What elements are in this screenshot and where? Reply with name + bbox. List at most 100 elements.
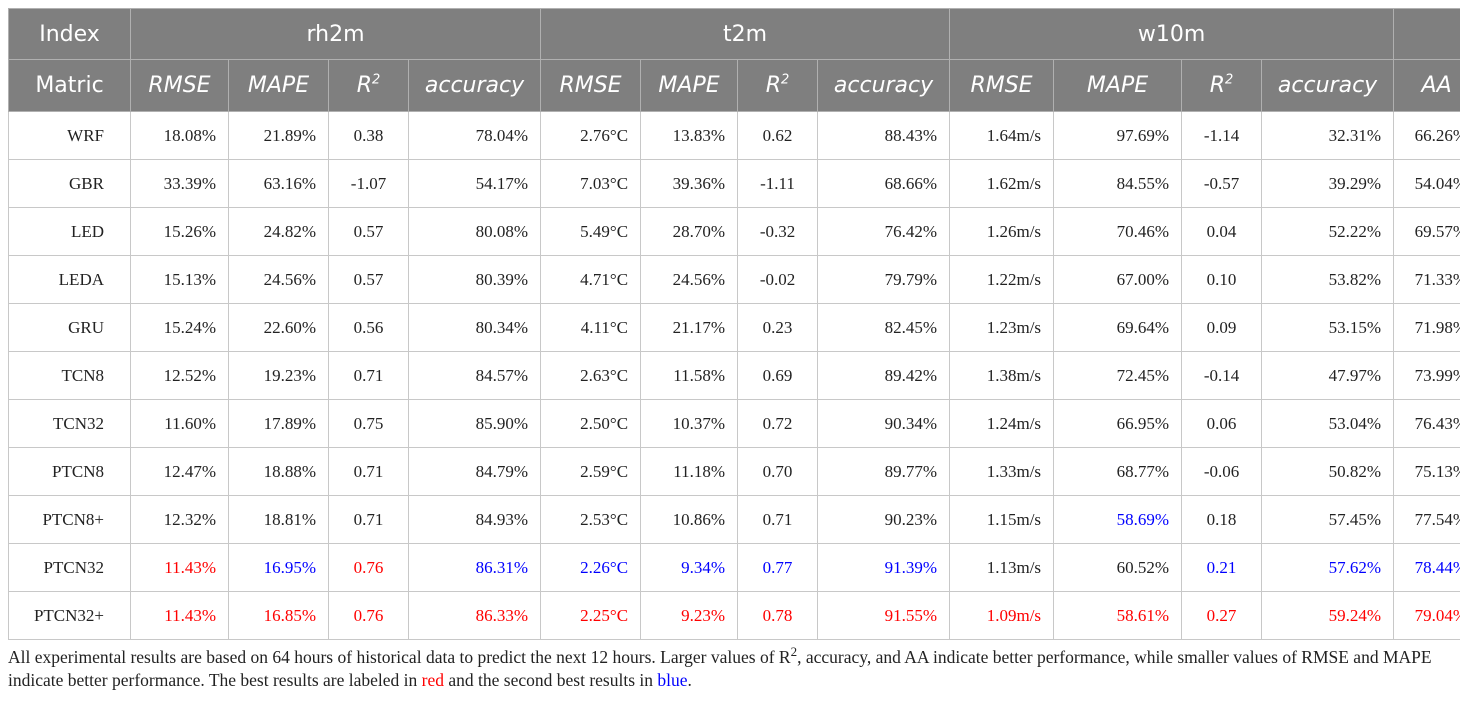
value-cell: 18.81% — [228, 495, 329, 544]
value-cell: 10.37% — [640, 399, 739, 448]
table-row: GRU 15.24% 22.60% 0.56 80.34% 4.11°C 21.17% 0.2… — [8, 303, 1460, 352]
value-cell: 0.10 — [1181, 255, 1263, 304]
metric-header-11: accuracy — [1261, 59, 1395, 112]
value-cell: 32.31% — [1261, 111, 1395, 160]
metric-header-6: R2 — [737, 59, 819, 112]
value-cell: 88.43% — [817, 111, 951, 160]
value-cell: 58.61% — [1053, 591, 1183, 640]
value-cell: 86.33% — [407, 591, 542, 640]
value-cell: 68.77% — [1053, 447, 1183, 496]
model-name-cell: WRF — [8, 111, 131, 160]
value-cell: 70.46% — [1053, 207, 1183, 256]
metric-header-text: R — [1209, 73, 1226, 98]
value-cell: 53.15% — [1261, 303, 1395, 352]
value-cell: 1.23m/s — [949, 303, 1055, 352]
footnote-superscript: 2 — [790, 644, 798, 660]
metric-header-text: RMSE — [970, 73, 1033, 98]
value-cell: 0.27 — [1181, 591, 1263, 640]
value-cell: 0.38 — [328, 111, 409, 160]
value-cell: 71.98% — [1393, 303, 1460, 352]
value-cell: 0.57 — [328, 207, 409, 256]
value-cell: 53.82% — [1261, 255, 1395, 304]
table-row: PTCN32 11.43% 16.95% 0.76 86.31% 2.26°C 9.34% 0… — [8, 543, 1460, 592]
value-cell: 1.26m/s — [949, 207, 1055, 256]
value-cell: 57.62% — [1261, 543, 1395, 592]
metric-header-0: RMSE — [130, 59, 229, 112]
value-cell: 66.95% — [1053, 399, 1183, 448]
results-table-figure: Index rh2m t2m w10m Matric RMSE MAPE R2 acc… — [8, 8, 1460, 692]
value-cell: 21.89% — [228, 111, 329, 160]
value-cell: 0.23 — [737, 303, 819, 352]
value-cell: 68.66% — [817, 159, 951, 208]
value-cell: -0.02 — [737, 255, 819, 304]
value-cell: 66.26% — [1393, 111, 1460, 160]
value-cell: 15.13% — [130, 255, 229, 304]
metric-header-text: RMSE — [148, 73, 211, 98]
value-cell: 84.55% — [1053, 159, 1183, 208]
value-cell: 79.79% — [817, 255, 951, 304]
table-row: TCN32 11.60% 17.89% 0.75 85.90% 2.50°C 10.37% 0… — [8, 399, 1460, 448]
value-cell: 89.42% — [817, 351, 951, 400]
metric-header-text: MAPE — [1086, 73, 1149, 98]
value-cell: 4.71°C — [540, 255, 642, 304]
table-row: PTCN32+ 11.43% 16.85% 0.76 86.33% 2.25°C 9.23%… — [8, 591, 1460, 640]
value-cell: 0.76 — [328, 543, 409, 592]
metric-header-sup: 2 — [781, 72, 790, 88]
value-cell: 15.26% — [130, 207, 229, 256]
value-cell: 2.25°C — [540, 591, 642, 640]
value-cell: 39.29% — [1261, 159, 1395, 208]
value-cell: -0.14 — [1181, 351, 1263, 400]
metric-header-12: AA — [1393, 59, 1460, 112]
value-cell: 2.53°C — [540, 495, 642, 544]
value-cell: 78.44% — [1393, 543, 1460, 592]
model-name-cell: TCN8 — [8, 351, 131, 400]
value-cell: 2.26°C — [540, 543, 642, 592]
value-cell: 80.08% — [407, 207, 542, 256]
value-cell: 19.23% — [228, 351, 329, 400]
value-cell: 0.57 — [328, 255, 409, 304]
value-cell: 0.62 — [737, 111, 819, 160]
value-cell: 97.69% — [1053, 111, 1183, 160]
value-cell: 24.56% — [228, 255, 329, 304]
value-cell: 12.32% — [130, 495, 229, 544]
table-row: LED 15.26% 24.82% 0.57 80.08% 5.49°C 28.70% -0.… — [8, 207, 1460, 256]
footnote-text-3: and the second best results in — [444, 670, 658, 690]
value-cell: 0.06 — [1181, 399, 1263, 448]
value-cell: 72.45% — [1053, 351, 1183, 400]
value-cell: 1.09m/s — [949, 591, 1055, 640]
value-cell: -1.11 — [737, 159, 819, 208]
value-cell: 15.24% — [130, 303, 229, 352]
model-name-cell: TCN32 — [8, 399, 131, 448]
value-cell: 75.13% — [1393, 447, 1460, 496]
value-cell: -0.57 — [1181, 159, 1263, 208]
value-cell: 0.71 — [328, 495, 409, 544]
value-cell: 91.55% — [817, 591, 951, 640]
value-cell: 9.23% — [640, 591, 739, 640]
footnote-text-2: , accuracy, and AA indicate better perfo… — [8, 647, 1432, 690]
metric-header-3: accuracy — [407, 59, 542, 112]
results-table: Index rh2m t2m w10m Matric RMSE MAPE R2 acc… — [8, 8, 1460, 640]
table-row: PTCN8 12.47% 18.88% 0.71 84.79% 2.59°C 11.18% 0… — [8, 447, 1460, 496]
value-cell: 16.95% — [228, 543, 329, 592]
value-cell: 82.45% — [817, 303, 951, 352]
value-cell: 1.22m/s — [949, 255, 1055, 304]
metric-header-8: RMSE — [949, 59, 1055, 112]
value-cell: 39.36% — [640, 159, 739, 208]
footnote-text-4: . — [687, 670, 692, 690]
table-row: LEDA 15.13% 24.56% 0.57 80.39% 4.71°C 24.56% -0… — [8, 255, 1460, 304]
value-cell: 24.56% — [640, 255, 739, 304]
value-cell: 0.71 — [737, 495, 819, 544]
metric-header-text: accuracy — [424, 73, 525, 98]
metric-header-text: accuracy — [833, 73, 934, 98]
value-cell: 76.42% — [817, 207, 951, 256]
value-cell: 80.34% — [407, 303, 542, 352]
value-cell: 2.50°C — [540, 399, 642, 448]
value-cell: 2.76°C — [540, 111, 642, 160]
value-cell: 0.71 — [328, 447, 409, 496]
value-cell: 58.69% — [1053, 495, 1183, 544]
metric-header-text: MAPE — [658, 73, 720, 98]
metric-header-10: R2 — [1181, 59, 1263, 112]
value-cell: 11.18% — [640, 447, 739, 496]
model-name-cell: GRU — [8, 303, 131, 352]
value-cell: 84.57% — [407, 351, 542, 400]
